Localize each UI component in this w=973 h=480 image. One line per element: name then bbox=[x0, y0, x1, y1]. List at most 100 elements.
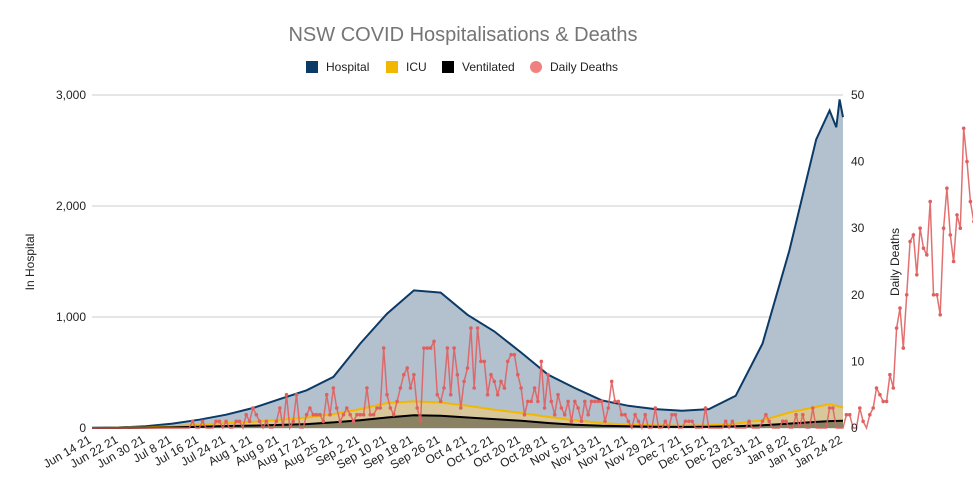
daily-deaths-point bbox=[371, 412, 376, 417]
y-tick-label: 1,000 bbox=[56, 310, 86, 324]
daily-deaths-point bbox=[328, 412, 332, 417]
y-axis-right-ticks: 0 10 20 30 40 50 bbox=[851, 88, 865, 435]
legend-icu-swatch bbox=[386, 61, 398, 73]
daily-deaths-point bbox=[214, 419, 218, 424]
daily-deaths-point bbox=[663, 419, 668, 424]
plot-areas bbox=[92, 99, 843, 429]
daily-deaths-point bbox=[381, 346, 386, 350]
daily-deaths-point bbox=[495, 392, 500, 397]
daily-deaths-point bbox=[616, 399, 621, 404]
daily-deaths-point bbox=[670, 412, 674, 417]
daily-deaths-point bbox=[884, 399, 889, 404]
daily-deaths-point bbox=[794, 412, 798, 417]
daily-deaths-point bbox=[556, 392, 560, 397]
daily-deaths-point bbox=[931, 293, 936, 297]
ventilated-area bbox=[92, 415, 843, 428]
daily-deaths-point bbox=[475, 326, 480, 330]
daily-deaths-point bbox=[428, 346, 433, 350]
daily-deaths-point bbox=[904, 293, 909, 297]
daily-deaths-point bbox=[894, 326, 899, 330]
daily-deaths-point bbox=[539, 359, 544, 364]
daily-deaths-point bbox=[505, 359, 510, 364]
daily-deaths-point bbox=[827, 406, 832, 410]
daily-deaths-point bbox=[780, 419, 785, 424]
daily-deaths-point bbox=[489, 372, 493, 377]
daily-deaths-point bbox=[566, 399, 570, 404]
daily-deaths-point bbox=[237, 419, 242, 424]
daily-deaths-point bbox=[284, 392, 289, 397]
daily-deaths-point bbox=[324, 392, 329, 397]
daily-deaths-point bbox=[861, 419, 865, 424]
daily-deaths-point bbox=[831, 406, 835, 410]
y-tick-label: 0 bbox=[79, 421, 86, 435]
daily-deaths-point bbox=[422, 346, 426, 350]
legend-hospital-swatch bbox=[306, 61, 318, 73]
icu-area bbox=[92, 401, 843, 428]
daily-deaths-point bbox=[455, 372, 460, 377]
daily-deaths-point bbox=[811, 406, 815, 410]
daily-deaths-point bbox=[938, 313, 942, 317]
daily-deaths-point bbox=[858, 406, 862, 410]
daily-deaths-point bbox=[532, 386, 537, 390]
daily-deaths-point bbox=[445, 346, 450, 350]
daily-deaths-point bbox=[314, 412, 319, 417]
daily-deaths-point bbox=[921, 246, 926, 250]
daily-deaths-point bbox=[623, 412, 627, 417]
daily-deaths-point bbox=[576, 406, 580, 410]
hospital-area bbox=[92, 99, 843, 429]
y-axis-left-title: In Hospital bbox=[23, 234, 37, 291]
daily-deaths-point bbox=[338, 419, 342, 424]
legend-label: Ventilated bbox=[462, 60, 515, 74]
daily-deaths-point bbox=[432, 339, 436, 344]
legend-ventilated-swatch bbox=[442, 61, 454, 73]
daily-deaths-point bbox=[633, 412, 637, 417]
daily-deaths-point bbox=[569, 419, 574, 424]
daily-deaths-point bbox=[871, 406, 875, 410]
daily-deaths-point bbox=[784, 419, 788, 424]
daily-deaths-point bbox=[690, 419, 694, 424]
daily-deaths-point bbox=[801, 412, 805, 417]
daily-deaths-point bbox=[844, 412, 849, 417]
daily-deaths-point bbox=[492, 379, 497, 384]
daily-deaths-point bbox=[703, 406, 708, 410]
y2-tick-label: 0 bbox=[851, 421, 858, 435]
daily-deaths-point bbox=[918, 226, 922, 230]
daily-deaths-point bbox=[941, 226, 946, 230]
daily-deaths-point bbox=[579, 419, 584, 424]
daily-deaths-point bbox=[341, 412, 346, 417]
chart-title: NSW COVID Hospitalisations & Deaths bbox=[288, 24, 637, 46]
daily-deaths-point bbox=[874, 386, 879, 390]
daily-deaths-point bbox=[405, 366, 410, 370]
daily-deaths-point bbox=[559, 406, 564, 410]
daily-deaths-point bbox=[955, 213, 959, 217]
daily-deaths-point bbox=[552, 412, 557, 417]
daily-deaths-point bbox=[968, 199, 973, 204]
daily-deaths-point bbox=[278, 406, 282, 410]
legend-label: Hospital bbox=[326, 60, 369, 74]
y2-tick-label: 30 bbox=[851, 221, 865, 235]
daily-deaths-point bbox=[190, 419, 195, 424]
daily-deaths-point bbox=[626, 419, 631, 424]
daily-deaths-point bbox=[224, 419, 228, 424]
daily-deaths-point bbox=[925, 253, 929, 257]
daily-deaths-point bbox=[847, 412, 852, 417]
daily-deaths-point bbox=[502, 386, 507, 390]
daily-deaths-point bbox=[613, 399, 617, 404]
daily-deaths-point bbox=[589, 399, 594, 404]
daily-deaths-point bbox=[573, 399, 577, 404]
daily-deaths-point bbox=[596, 399, 601, 404]
y2-tick-label: 40 bbox=[851, 155, 865, 169]
daily-deaths-point bbox=[606, 406, 611, 410]
daily-deaths-point bbox=[868, 412, 872, 417]
icu-line bbox=[91, 400, 844, 429]
daily-deaths-point bbox=[898, 306, 902, 310]
daily-deaths-point bbox=[257, 419, 262, 424]
daily-deaths-point bbox=[385, 392, 389, 397]
daily-deaths-point bbox=[583, 399, 587, 404]
daily-deaths-point bbox=[881, 399, 885, 404]
y-axis-right-title: Daily Deaths bbox=[888, 228, 902, 296]
daily-deaths-point bbox=[462, 379, 466, 384]
legend-daily-deaths-marker bbox=[530, 61, 542, 73]
